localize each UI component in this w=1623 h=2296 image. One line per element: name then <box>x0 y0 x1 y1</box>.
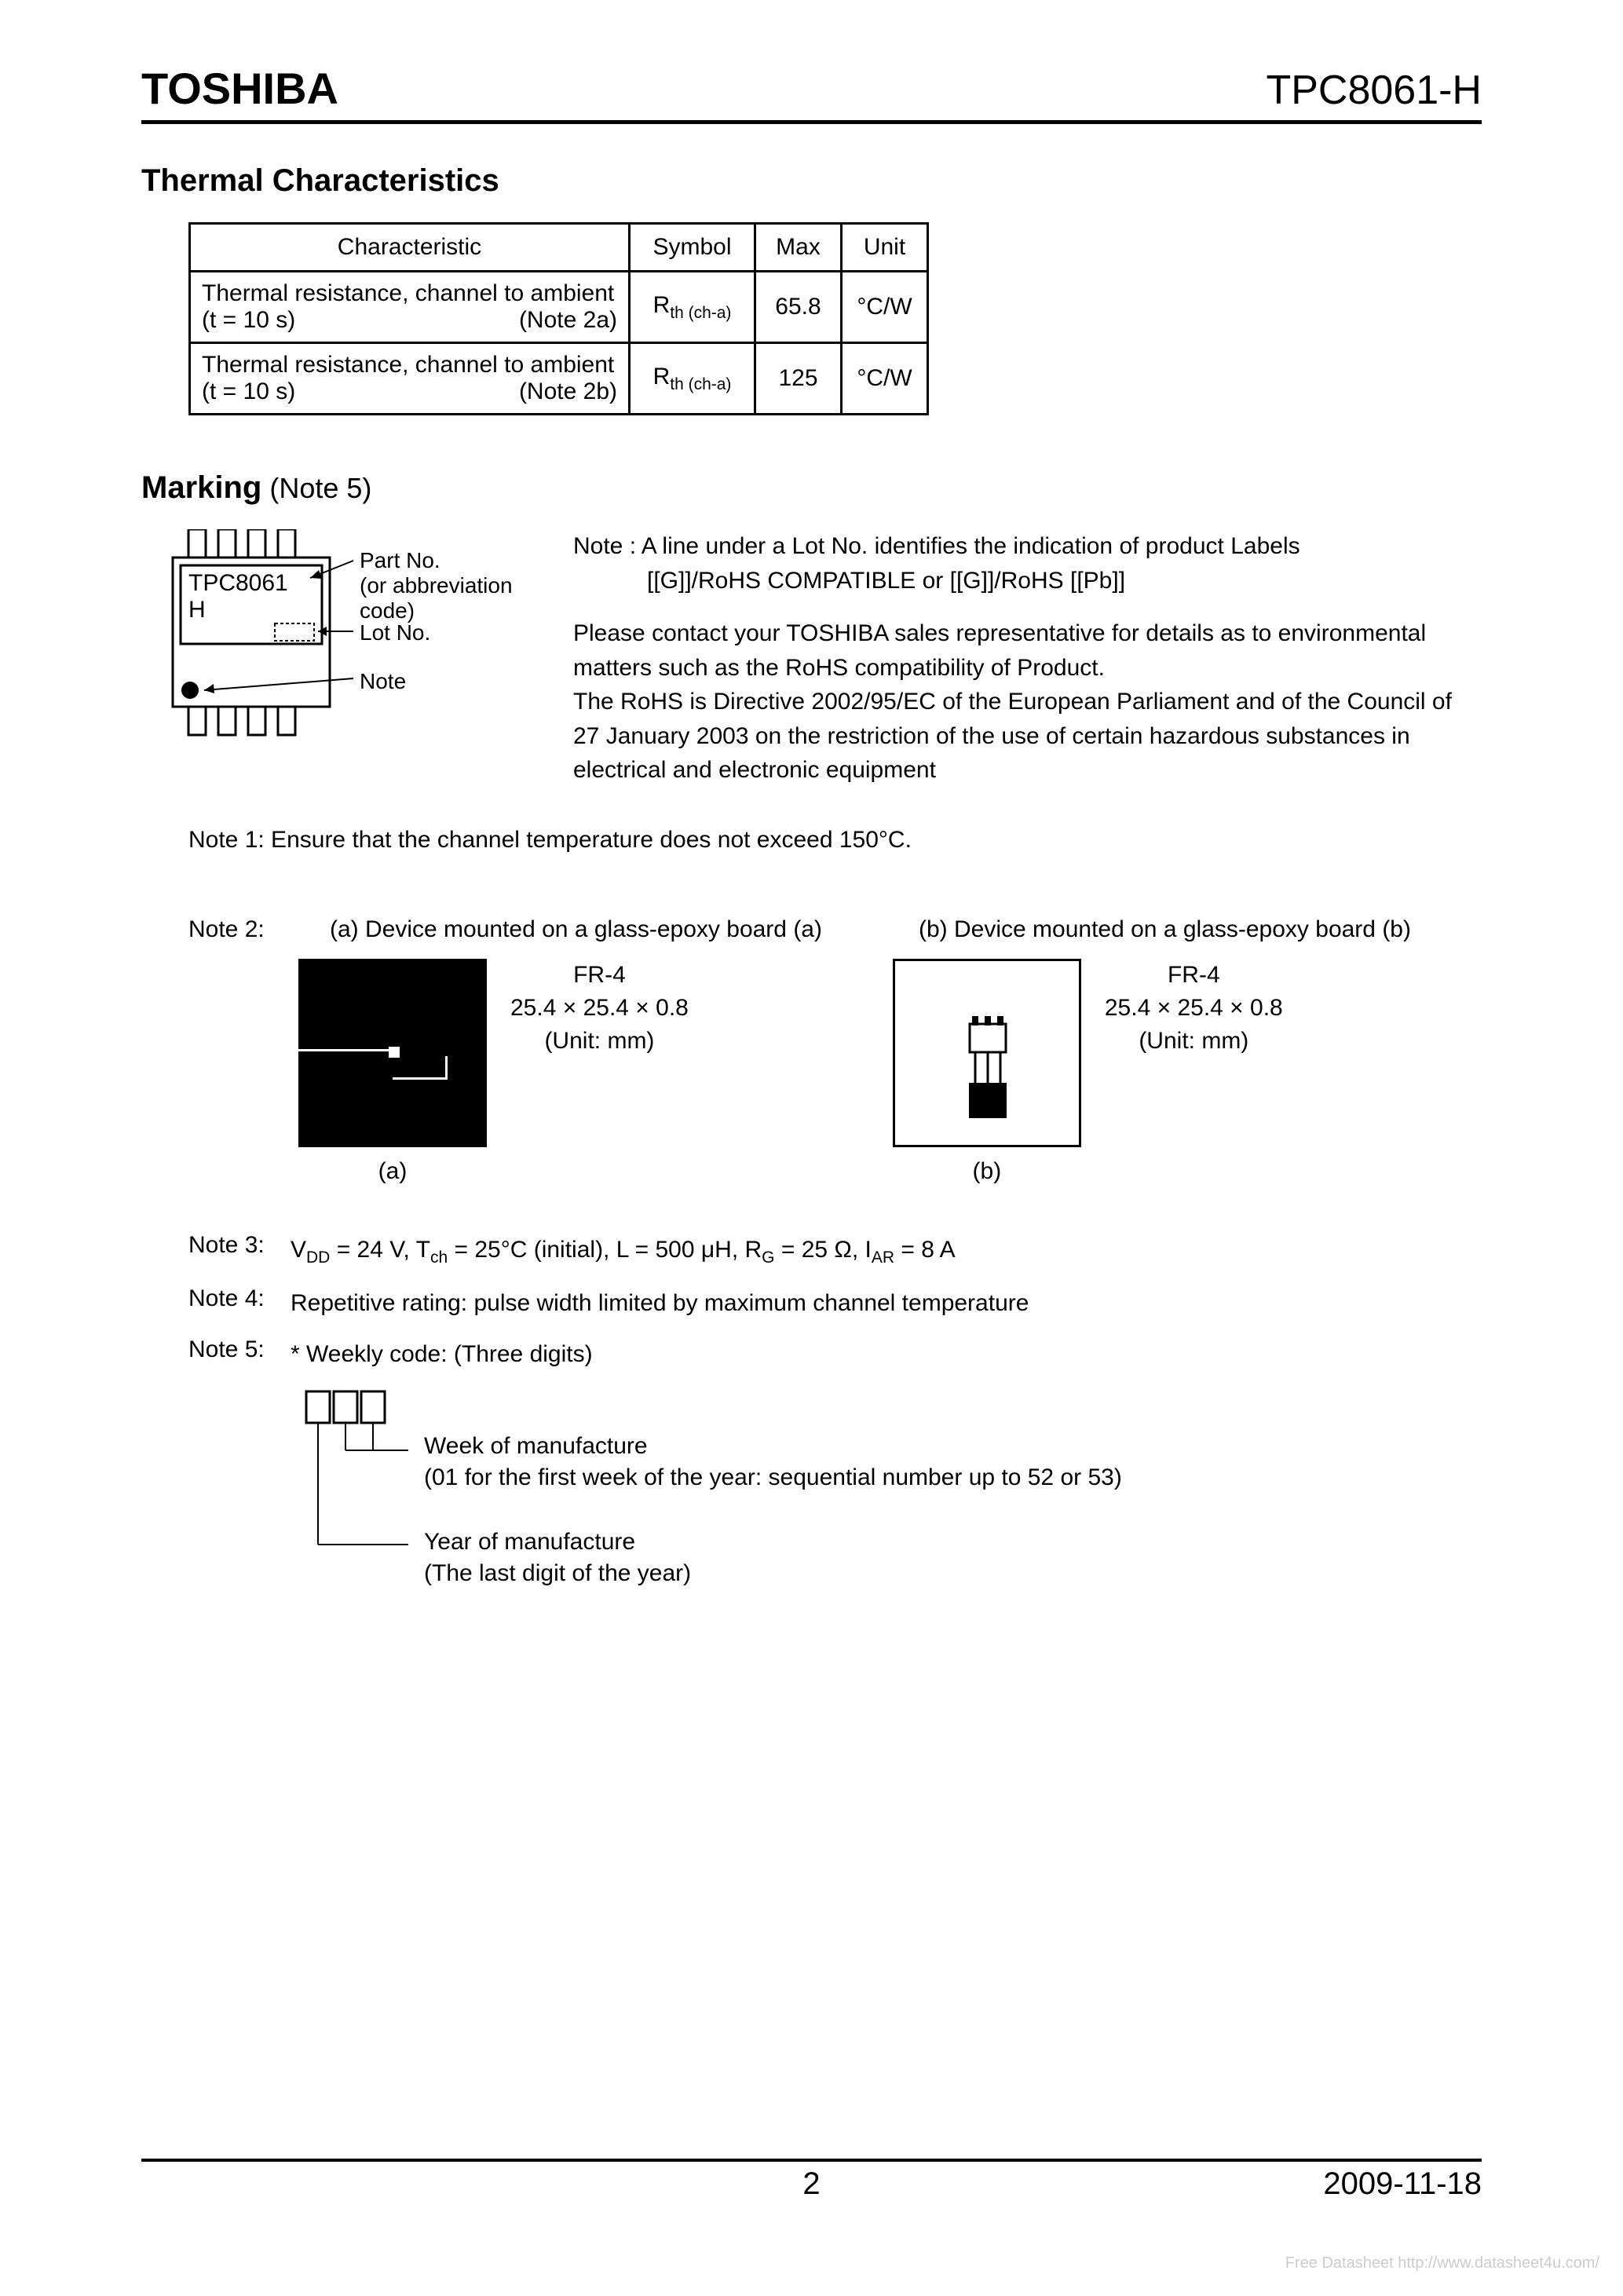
weekly-l3: Year of manufacture <box>424 1529 635 1556</box>
t: DD <box>306 1249 330 1267</box>
t: AR <box>872 1249 894 1267</box>
board-a-icon <box>298 959 487 1147</box>
note-5-body: * Weekly code: (Three digits) <box>291 1336 593 1372</box>
note-4-label: Note 4: <box>188 1285 291 1321</box>
note-3-body: VDD = 24 V, Tch = 25°C (initial), L = 50… <box>291 1232 956 1270</box>
note-4: Note 4: Repetitive rating: pulse width l… <box>188 1285 1482 1321</box>
marking-note-line2: [[G]]/RoHS COMPATIBLE or [[G]]/RoHS [[Pb… <box>573 564 1482 598</box>
max-cell: 125 <box>755 343 842 415</box>
spec-l2: 25.4 × 25.4 × 0.8 <box>510 992 689 1025</box>
marking-title: Marking (Note 5) <box>141 470 1482 506</box>
note-5: Note 5: * Weekly code: (Three digits) <box>188 1336 1482 1372</box>
board-b-icon <box>893 959 1081 1147</box>
thermal-header-row: Characteristic Symbol Max Unit <box>190 224 928 272</box>
page: TOSHIBA TPC8061-H Thermal Characteristic… <box>0 0 1623 2296</box>
col-characteristic: Characteristic <box>190 224 630 272</box>
spec-l3: (Unit: mm) <box>510 1025 689 1058</box>
weekly-l2: (01 for the first week of the year: sequ… <box>424 1464 1122 1491</box>
caption-b: (b) <box>893 1158 1081 1185</box>
char-line2a: (t = 10 s) <box>202 307 295 333</box>
note-2a: (a) Device mounted on a glass-epoxy boar… <box>330 916 879 943</box>
marking-title-main: Marking <box>141 470 261 505</box>
label-abbrev: (or abbreviation code) <box>360 573 526 623</box>
thermal-row: Thermal resistance, channel to ambient (… <box>190 272 928 343</box>
note-3: Note 3: VDD = 24 V, Tch = 25°C (initial)… <box>188 1232 1482 1270</box>
note-5-label: Note 5: <box>188 1336 291 1372</box>
boards-row: FR-4 25.4 × 25.4 × 0.8 (Unit: mm) (a) <box>298 959 1482 1185</box>
weekly-l4: (The last digit of the year) <box>424 1560 691 1587</box>
note-2-label: Note 2: <box>188 916 291 943</box>
col-unit: Unit <box>842 224 928 272</box>
chip-line1: TPC8061 <box>188 570 288 597</box>
marking-rohs: The RoHS is Directive 2002/95/EC of the … <box>573 685 1482 788</box>
board-b-group: FR-4 25.4 × 25.4 × 0.8 (Unit: mm) (b) <box>893 959 1283 1185</box>
marking-section: Part No. (or abbreviation code) Lot No. … <box>141 529 1482 788</box>
char-note-ref: (Note 2a) <box>519 307 617 334</box>
symbol-cell: Rth (ch-a) <box>630 343 755 415</box>
note-3-label: Note 3: <box>188 1232 291 1270</box>
max-cell: 65.8 <box>755 272 842 343</box>
t: = 24 V, T <box>330 1237 430 1263</box>
t: = 25°C (initial), L = 500 μH, R <box>448 1237 762 1263</box>
weekly-l1: Week of manufacture <box>424 1433 648 1460</box>
symbol-main: R <box>653 292 671 318</box>
weekly-diagram: Week of manufacture (01 for the first we… <box>298 1387 1482 1607</box>
note-2: Note 2: (a) Device mounted on a glass-ep… <box>188 916 1482 943</box>
spec-l1: FR-4 <box>510 959 689 992</box>
spec-l2: 25.4 × 25.4 × 0.8 <box>1105 992 1283 1025</box>
footer: 2 2009-11-18 <box>141 2159 1482 2202</box>
col-symbol: Symbol <box>630 224 755 272</box>
thermal-row: Thermal resistance, channel to ambient (… <box>190 343 928 415</box>
board-a-spec: FR-4 25.4 × 25.4 × 0.8 (Unit: mm) <box>510 959 689 1058</box>
note-2b: (b) Device mounted on a glass-epoxy boar… <box>919 916 1411 943</box>
thermal-title: Thermal Characteristics <box>141 163 1482 199</box>
char-cell: Thermal resistance, channel to ambient (… <box>190 272 630 343</box>
label-note: Note <box>360 669 406 694</box>
board-b-spec: FR-4 25.4 × 25.4 × 0.8 (Unit: mm) <box>1105 959 1283 1058</box>
t: = 8 A <box>894 1237 956 1263</box>
unit-cell: °C/W <box>842 272 928 343</box>
unit-cell: °C/W <box>842 343 928 415</box>
col-max: Max <box>755 224 842 272</box>
marking-text: Note : A line under a Lot No. identifies… <box>573 529 1482 788</box>
label-part-no: Part No. <box>360 548 440 573</box>
symbol-sub: th (ch-a) <box>670 375 731 393</box>
note-1: Note 1: Ensure that the channel temperat… <box>188 827 1482 854</box>
watermark: Free Datasheet http://www.datasheet4u.co… <box>1285 2254 1599 2272</box>
marking-note-line1: Note : A line under a Lot No. identifies… <box>573 529 1482 564</box>
symbol-sub: th (ch-a) <box>670 304 731 322</box>
spec-l3: (Unit: mm) <box>1105 1025 1283 1058</box>
char-cell: Thermal resistance, channel to ambient (… <box>190 343 630 415</box>
marking-title-note: (Note 5) <box>261 472 371 504</box>
thermal-table: Characteristic Symbol Max Unit Thermal r… <box>188 222 929 415</box>
toshiba-logo: TOSHIBA <box>141 63 338 114</box>
marking-contact: Please contact your TOSHIBA sales repres… <box>573 616 1482 685</box>
page-number: 2 <box>141 2166 1482 2202</box>
spec-l1: FR-4 <box>1105 959 1283 992</box>
board-a-group: FR-4 25.4 × 25.4 × 0.8 (Unit: mm) (a) <box>298 959 689 1185</box>
caption-a: (a) <box>298 1158 487 1185</box>
label-lot-no: Lot No. <box>360 620 430 645</box>
t: = 25 Ω, I <box>775 1237 872 1263</box>
symbol-main: R <box>653 364 671 389</box>
t: G <box>762 1249 774 1267</box>
t: ch <box>430 1249 448 1267</box>
t: V <box>291 1237 306 1263</box>
char-line1: Thermal resistance, channel to ambient <box>202 352 614 378</box>
char-note-ref: (Note 2b) <box>519 378 617 405</box>
char-line1: Thermal resistance, channel to ambient <box>202 280 614 306</box>
note-4-body: Repetitive rating: pulse width limited b… <box>291 1285 1029 1321</box>
chip-line2: H <box>188 597 206 623</box>
symbol-cell: Rth (ch-a) <box>630 272 755 343</box>
char-line2a: (t = 10 s) <box>202 378 295 404</box>
marking-diagram: Part No. (or abbreviation code) Lot No. … <box>157 529 526 765</box>
header: TOSHIBA TPC8061-H <box>141 63 1482 124</box>
part-number-header: TPC8061-H <box>1266 67 1482 114</box>
